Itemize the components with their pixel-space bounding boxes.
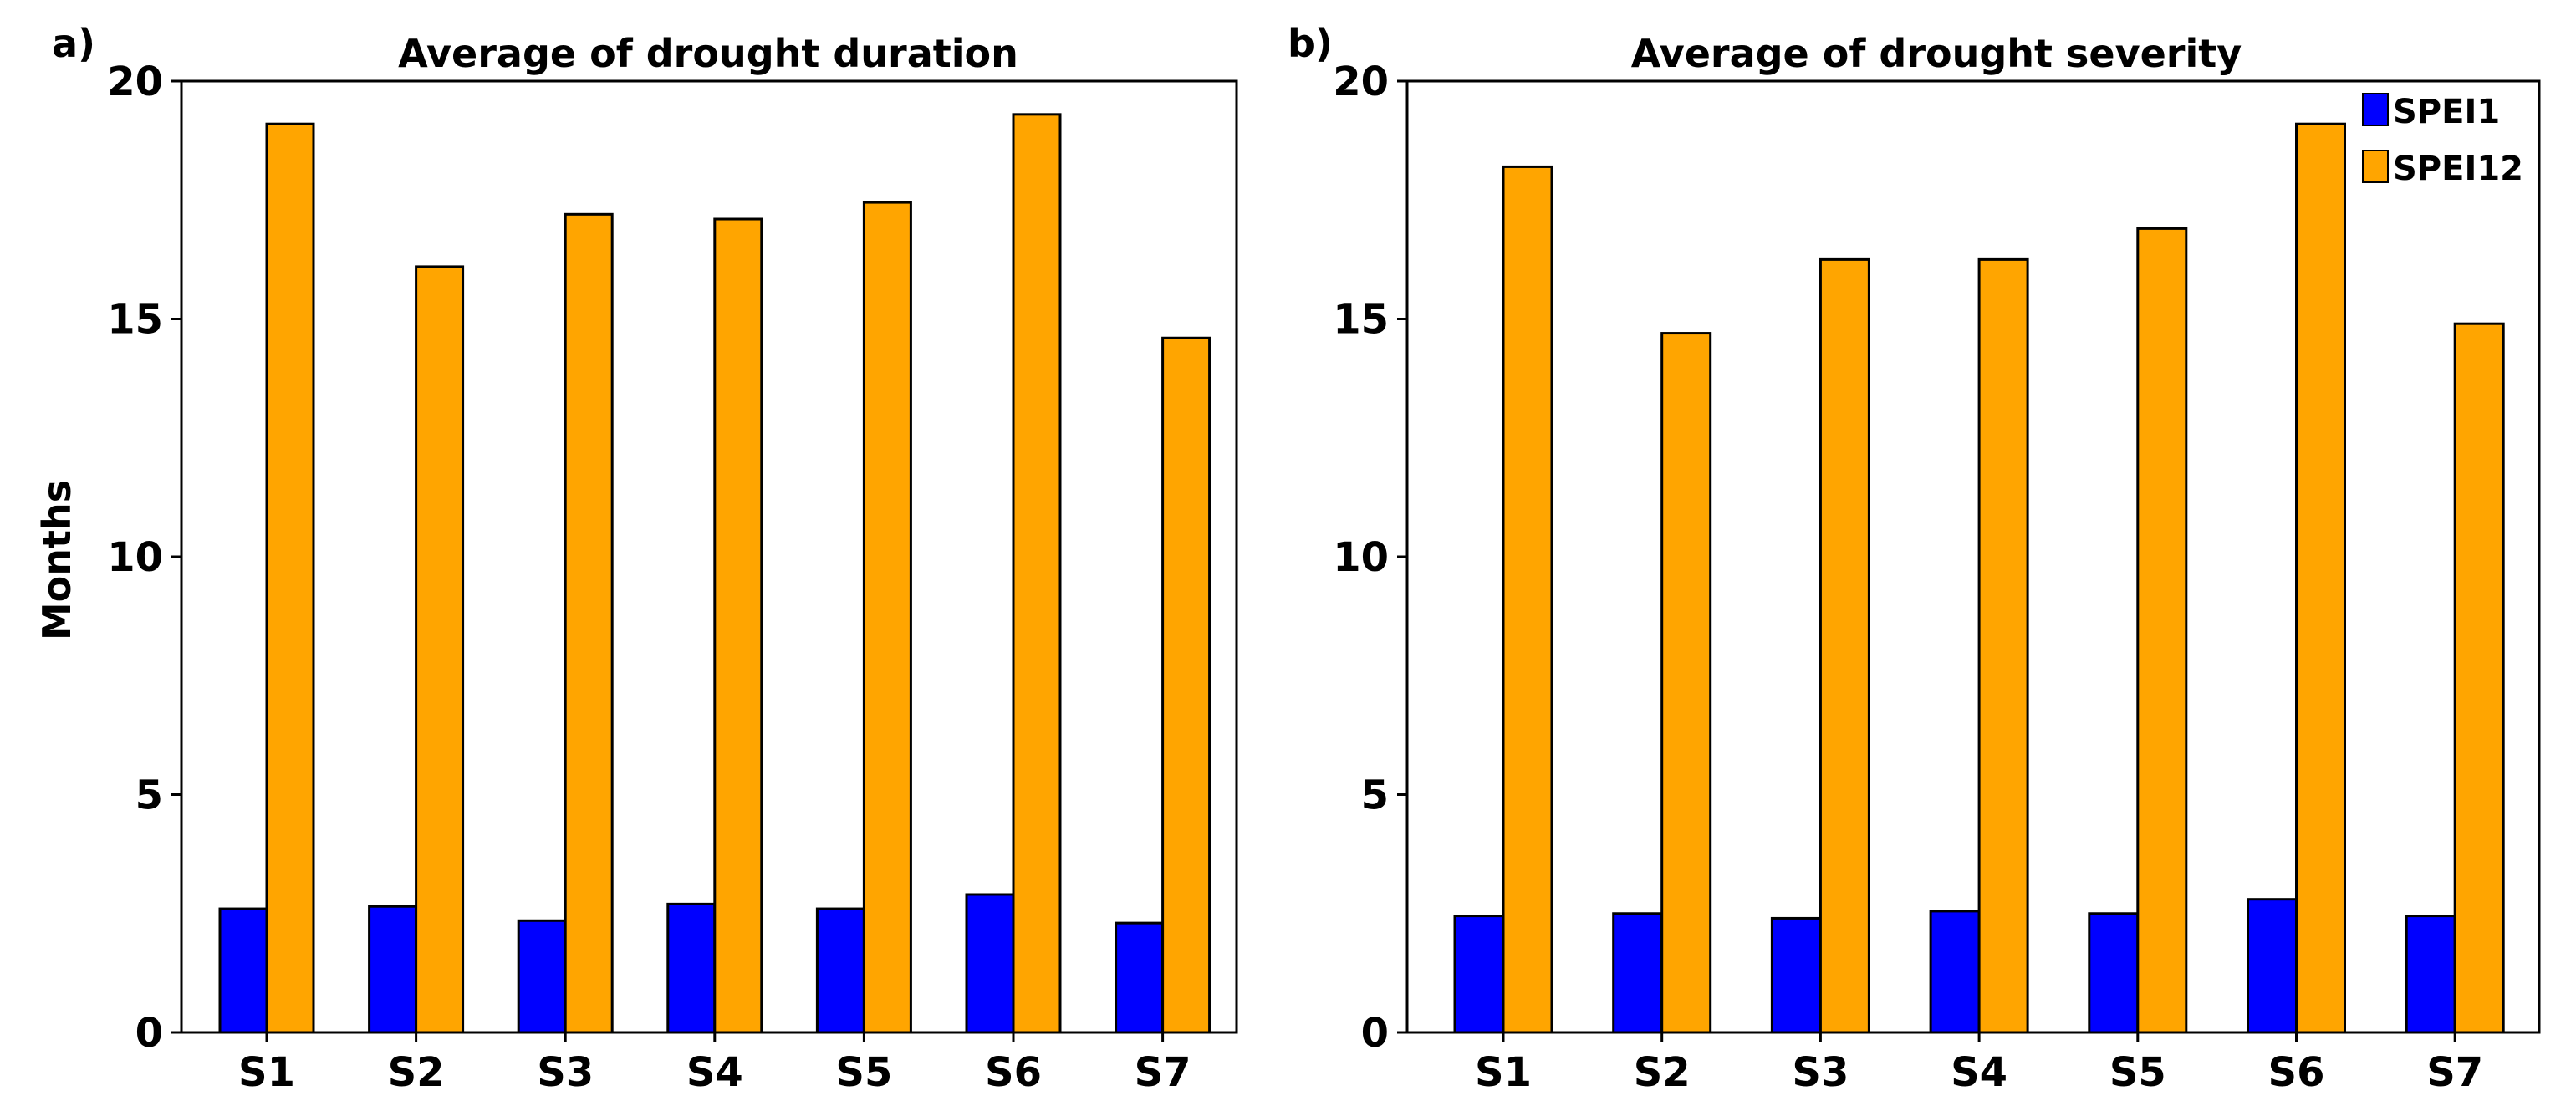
panel-a-bars bbox=[218, 113, 1211, 1034]
bar-spei12-s5 bbox=[2136, 227, 2188, 1034]
x-tick-label-s3: S3 bbox=[1792, 1049, 1849, 1096]
bar-spei12-s1 bbox=[1502, 165, 1553, 1034]
y-tick-label: 10 bbox=[107, 534, 163, 581]
panel-a-y-axis-label: Months bbox=[34, 480, 79, 640]
y-tick-label: 15 bbox=[1333, 297, 1389, 344]
bar-spei1-s4 bbox=[1929, 910, 1981, 1034]
bar-spei1-s7 bbox=[1115, 921, 1165, 1034]
bar-spei12-s7 bbox=[1161, 336, 1211, 1034]
bar-spei1-s2 bbox=[1612, 912, 1664, 1034]
y-tick-label: 10 bbox=[1333, 534, 1389, 581]
x-tick-label-s4: S4 bbox=[1951, 1049, 2007, 1096]
bar-spei12-s1 bbox=[265, 122, 315, 1034]
bar-spei1-s4 bbox=[666, 902, 717, 1034]
panel-b-title: Average of drought severity bbox=[1631, 31, 2242, 76]
legend-swatch-spei1 bbox=[2362, 93, 2389, 126]
bar-spei1-s5 bbox=[2088, 912, 2140, 1034]
bar-spei1-s3 bbox=[517, 919, 567, 1034]
panel-b-y-ticks: 0 5 10 15 20 bbox=[1333, 59, 1407, 1057]
bar-spei12-s3 bbox=[564, 212, 614, 1034]
x-tick-label-s2: S2 bbox=[388, 1049, 445, 1096]
x-tick-label-s4: S4 bbox=[686, 1049, 743, 1096]
bar-spei12-s3 bbox=[1819, 257, 1870, 1034]
x-tick-label-s2: S2 bbox=[1634, 1049, 1691, 1096]
x-tick-label-s1: S1 bbox=[1475, 1049, 1532, 1096]
panel-a-title: Average of drought duration bbox=[398, 31, 1018, 76]
panel-a-letter: a) bbox=[52, 21, 95, 66]
bar-spei1-s6 bbox=[2247, 898, 2298, 1034]
y-tick-label: 15 bbox=[107, 297, 163, 344]
panel-a-x-ticks: S1 S2 S3 S4 S5 S6 S7 bbox=[238, 1032, 1191, 1096]
panel-b: b) Average of drought severity 05101520 … bbox=[1288, 21, 2541, 1096]
legend: SPEI1 SPEI12 bbox=[2362, 93, 2523, 188]
bar-spei12-s4 bbox=[1977, 257, 2029, 1034]
bar-spei1-s1 bbox=[218, 907, 268, 1034]
x-tick-label-s1: S1 bbox=[238, 1049, 295, 1096]
panel-b-plot-frame bbox=[1405, 79, 2541, 1034]
bar-spei1-s5 bbox=[815, 907, 865, 1034]
y-tick-label: 20 bbox=[107, 59, 163, 105]
y-tick-label: 20 bbox=[1333, 59, 1389, 105]
bar-spei1-s7 bbox=[2405, 915, 2456, 1034]
bar-spei1-s1 bbox=[1453, 915, 1505, 1034]
bar-spei12-s6 bbox=[2295, 122, 2346, 1034]
panel-a-plot-frame bbox=[180, 79, 1238, 1034]
legend-swatch-spei12 bbox=[2362, 150, 2389, 183]
y-tick-label: 5 bbox=[135, 772, 163, 819]
panel-b-letter: b) bbox=[1288, 21, 1333, 66]
x-tick-label-s7: S7 bbox=[2426, 1049, 2483, 1096]
bar-spei12-s2 bbox=[415, 265, 465, 1034]
panel-b-bars bbox=[1453, 122, 2505, 1034]
bar-spei1-s2 bbox=[368, 905, 418, 1034]
bar-spei12-s2 bbox=[1660, 332, 1712, 1034]
x-tick-label-s6: S6 bbox=[985, 1049, 1042, 1096]
y-tick-label: 0 bbox=[1361, 1010, 1389, 1057]
panel-b-x-ticks: S1 S2 S3 S4 S5 S6 S7 bbox=[1475, 1032, 2483, 1096]
bar-spei12-s6 bbox=[1012, 113, 1062, 1034]
bar-spei12-s7 bbox=[2453, 322, 2505, 1034]
x-tick-label-s6: S6 bbox=[2268, 1049, 2325, 1096]
x-tick-label-s5: S5 bbox=[835, 1049, 892, 1096]
legend-label-spei1: SPEI1 bbox=[2393, 93, 2500, 131]
y-tick-label: 5 bbox=[1361, 772, 1389, 819]
bar-spei1-s3 bbox=[1770, 916, 1822, 1034]
x-tick-label-s5: S5 bbox=[2109, 1049, 2166, 1096]
legend-label-spei12: SPEI12 bbox=[2393, 150, 2523, 188]
bar-spei12-s4 bbox=[713, 217, 763, 1034]
panel-a: a) Average of drought duration Months 0 5… bbox=[34, 21, 1238, 1096]
bar-spei12-s5 bbox=[862, 201, 912, 1034]
x-tick-label-s7: S7 bbox=[1135, 1049, 1191, 1096]
bar-spei1-s6 bbox=[965, 893, 1015, 1034]
x-tick-label-s3: S3 bbox=[537, 1049, 594, 1096]
y-tick-label: 0 bbox=[135, 1010, 163, 1057]
panel-a-y-ticks: 0 5 10 15 20 bbox=[107, 59, 181, 1057]
